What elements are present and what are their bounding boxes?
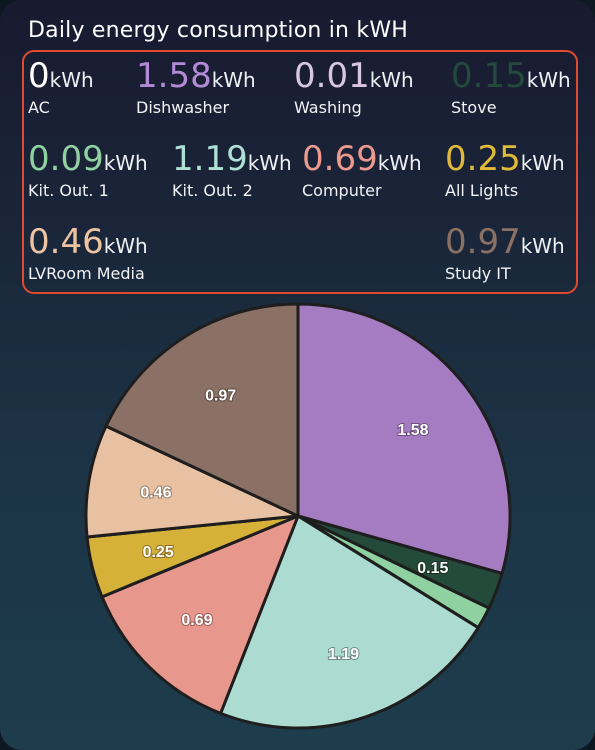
stat-label: Kit. Out. 2 — [172, 181, 253, 200]
stats-panel: 0kWh AC 1.58kWh Dishwasher 0.01kWh Washi… — [22, 50, 578, 294]
stat-value: 0.01 — [294, 56, 370, 96]
stat-unit: kWh — [103, 234, 148, 258]
stat-all-lights[interactable]: 0.25kWh All Lights — [445, 139, 565, 200]
stat-kit-out-2[interactable]: 1.19kWh Kit. Out. 2 — [172, 139, 292, 200]
stat-label: Study IT — [445, 264, 511, 283]
stat-value: 0.97 — [445, 222, 521, 262]
stat-washing[interactable]: 0.01kWh Washing — [294, 56, 414, 117]
stat-unit: kWh — [49, 68, 94, 92]
stat-value: 1.58 — [136, 56, 212, 96]
stat-value: 0.15 — [451, 56, 527, 96]
card-title: Daily energy consumption in kWH — [28, 18, 409, 43]
stat-stove[interactable]: 0.15kWh Stove — [451, 56, 571, 117]
pie-data-label: 0.69 — [181, 612, 212, 629]
stat-unit: kWh — [369, 68, 414, 92]
stat-ac[interactable]: 0kWh AC — [28, 56, 94, 117]
pie-slice-computer[interactable] — [100, 514, 300, 715]
stat-dishwasher[interactable]: 1.58kWh Dishwasher — [136, 56, 256, 117]
stat-label: All Lights — [445, 181, 519, 200]
stat-unit: kWh — [377, 151, 422, 175]
stat-label: Kit. Out. 1 — [28, 181, 109, 200]
pie-data-label: 1.58 — [397, 422, 428, 439]
stat-value: 0.25 — [445, 139, 521, 179]
stat-unit: kWh — [103, 151, 148, 175]
stat-kit-out-1[interactable]: 0.09kWh Kit. Out. 1 — [28, 139, 148, 200]
pie-data-label: 1.19 — [328, 646, 359, 663]
stat-unit: kWh — [247, 151, 292, 175]
stat-unit: kWh — [520, 151, 565, 175]
stat-label: Dishwasher — [136, 98, 230, 117]
pie-slice-kit-out-2[interactable] — [219, 514, 480, 730]
stat-study-it[interactable]: 0.97kWh Study IT — [445, 222, 565, 283]
stat-label: Computer — [302, 181, 382, 200]
stat-label: Stove — [451, 98, 497, 117]
pie-slice-lvroom-media[interactable] — [84, 424, 300, 539]
stat-value: 0 — [28, 56, 50, 96]
stat-value: 1.19 — [172, 139, 248, 179]
stat-unit: kWh — [211, 68, 256, 92]
stat-value: 0.46 — [28, 222, 104, 262]
pie-slice-study-it[interactable] — [104, 302, 300, 518]
stat-label: AC — [28, 98, 50, 117]
pie-data-label: 0.97 — [205, 387, 236, 404]
stat-unit: kWh — [520, 234, 565, 258]
stat-label: LVRoom Media — [28, 264, 145, 283]
pie-slice-dishwasher[interactable] — [296, 302, 512, 575]
pie-data-label: 0.15 — [417, 560, 448, 577]
stat-value: 0.09 — [28, 139, 104, 179]
stat-value: 0.69 — [302, 139, 378, 179]
pie-data-label: 0.25 — [143, 544, 174, 561]
stat-computer[interactable]: 0.69kWh Computer — [302, 139, 422, 200]
stat-label: Washing — [294, 98, 362, 117]
pie-data-label: 0.46 — [140, 485, 171, 502]
stat-unit: kWh — [526, 68, 571, 92]
stat-lvroom-media[interactable]: 0.46kWh LVRoom Media — [28, 222, 148, 283]
